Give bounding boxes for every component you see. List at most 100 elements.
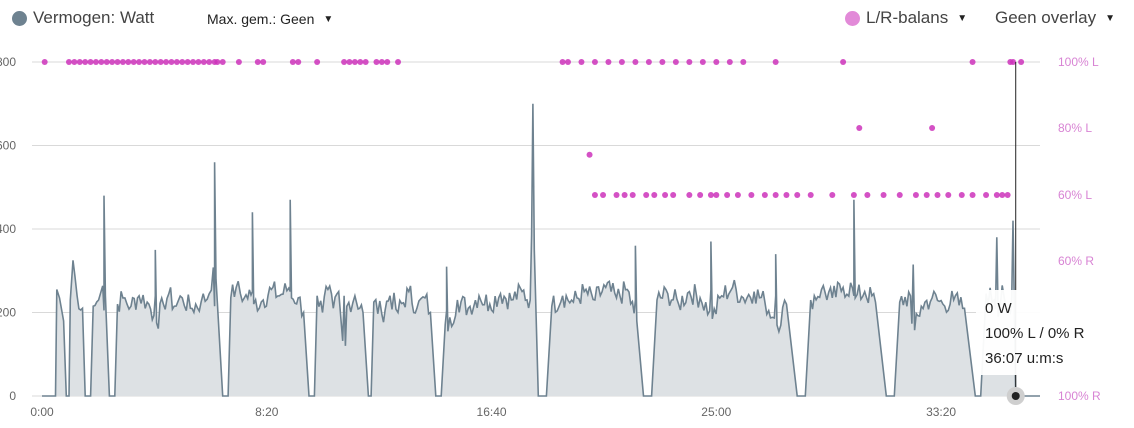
balance-point bbox=[864, 192, 871, 198]
balance-point bbox=[983, 192, 990, 198]
balance-point bbox=[103, 59, 110, 65]
max-avg-label: Max. gem.: Geen bbox=[207, 11, 315, 27]
balance-point bbox=[351, 59, 358, 65]
chevron-down-icon: ▼ bbox=[957, 12, 968, 24]
balance-point bbox=[713, 192, 720, 198]
balance-point bbox=[341, 59, 348, 65]
y-tick-label: 600 bbox=[0, 139, 16, 153]
balance-point bbox=[670, 192, 677, 198]
balance-point bbox=[807, 192, 814, 198]
balance-point bbox=[829, 192, 836, 198]
balance-point bbox=[260, 59, 267, 65]
balance-point bbox=[141, 59, 148, 65]
balance-point bbox=[724, 192, 731, 198]
balance-point bbox=[200, 59, 207, 65]
balance-point bbox=[146, 59, 153, 65]
balance-point bbox=[651, 192, 658, 198]
balance-point bbox=[71, 59, 78, 65]
x-tick-label: 0:00 bbox=[30, 405, 54, 419]
balance-point bbox=[794, 192, 801, 198]
tooltip-balance: 100% L / 0% R bbox=[985, 325, 1085, 342]
balance-point bbox=[65, 59, 72, 65]
balance-point bbox=[969, 192, 976, 198]
balance-point bbox=[686, 192, 693, 198]
balance-point bbox=[772, 192, 779, 198]
balance-point bbox=[686, 59, 693, 65]
balance-point bbox=[850, 192, 857, 198]
balance-point bbox=[697, 192, 704, 198]
balance-point bbox=[295, 59, 302, 65]
balance-point bbox=[659, 59, 666, 65]
balance-point bbox=[605, 59, 612, 65]
hover-marker bbox=[1011, 392, 1020, 400]
balance-point bbox=[591, 192, 598, 198]
balance-point bbox=[92, 59, 99, 65]
balance-point bbox=[219, 59, 226, 65]
balance-point bbox=[643, 192, 650, 198]
balance-point bbox=[632, 59, 639, 65]
balance-point bbox=[734, 192, 741, 198]
power-area bbox=[42, 103, 1040, 397]
power-line bbox=[42, 103, 1040, 397]
balance-point bbox=[856, 125, 863, 131]
power-balance-chart[interactable]: 0 200 400 600 800 100% R 60% R 60% L 80% L 100% L… bbox=[0, 36, 1134, 428]
y-right-tick-label: 100% L bbox=[1058, 55, 1099, 69]
balance-point bbox=[168, 59, 175, 65]
balance-point bbox=[713, 59, 720, 65]
y-right-tick-label: 80% L bbox=[1058, 121, 1092, 135]
y-right-tick-label: 60% L bbox=[1058, 188, 1092, 202]
balance-point bbox=[254, 59, 261, 65]
power-legend[interactable]: Vermogen: Watt bbox=[12, 8, 154, 28]
balance-point bbox=[772, 59, 779, 65]
power-legend-label: Vermogen: Watt bbox=[33, 8, 155, 27]
balance-point bbox=[163, 59, 170, 65]
balance-point bbox=[378, 59, 385, 65]
balance-point bbox=[662, 192, 669, 198]
chevron-down-icon: ▼ bbox=[1105, 12, 1116, 24]
balance-point bbox=[783, 192, 790, 198]
balance-point bbox=[945, 192, 952, 198]
balance-point bbox=[578, 59, 585, 65]
balance-point bbox=[586, 151, 593, 158]
overlay-dropdown[interactable]: Geen overlay ▼ bbox=[995, 8, 1115, 28]
y-tick-label: 0 bbox=[9, 389, 16, 403]
balance-point bbox=[346, 59, 353, 65]
x-tick-label: 25:00 bbox=[701, 405, 731, 419]
balance-point bbox=[896, 192, 903, 198]
tooltip-time: 36:07 u:m:s bbox=[985, 350, 1064, 367]
balance-point bbox=[840, 59, 847, 65]
y-tick-label: 400 bbox=[0, 222, 16, 236]
balance-point bbox=[206, 59, 213, 65]
balance-point bbox=[214, 59, 221, 65]
balance-point bbox=[999, 192, 1006, 198]
balance-point bbox=[629, 192, 636, 198]
tooltip-power: 0 W bbox=[985, 300, 1012, 317]
balance-point bbox=[76, 59, 83, 65]
balance-point bbox=[748, 192, 755, 198]
balance-point bbox=[761, 192, 768, 198]
y-tick-label: 200 bbox=[0, 306, 16, 320]
chevron-down-icon: ▼ bbox=[323, 13, 334, 25]
balance-point bbox=[98, 59, 105, 65]
balance-point bbox=[958, 192, 965, 198]
max-avg-dropdown[interactable]: Max. gem.: Geen ▼ bbox=[207, 11, 333, 27]
y-right-tick-label: 100% R bbox=[1058, 389, 1101, 403]
balance-point bbox=[923, 192, 930, 198]
hover-tooltip: 0 W 100% L / 0% R 36:07 u:m:s bbox=[976, 290, 1085, 375]
balance-point bbox=[384, 59, 391, 65]
balance-point bbox=[707, 192, 714, 198]
balance-point bbox=[395, 59, 402, 65]
x-tick-label: 16:40 bbox=[477, 405, 507, 419]
balance-point bbox=[362, 59, 369, 65]
balance-point bbox=[357, 59, 364, 65]
lr-balance-legend[interactable]: L/R-balans ▼ bbox=[845, 8, 967, 28]
balance-point bbox=[564, 59, 571, 65]
x-tick-label: 8:20 bbox=[255, 405, 279, 419]
lr-legend-label: L/R-balans bbox=[866, 8, 949, 27]
balance-point bbox=[119, 59, 126, 65]
balance-point bbox=[912, 192, 919, 198]
balance-point bbox=[87, 59, 94, 65]
x-tick-label: 33:20 bbox=[926, 405, 956, 419]
balance-point bbox=[1018, 59, 1025, 65]
balance-point bbox=[130, 59, 137, 65]
